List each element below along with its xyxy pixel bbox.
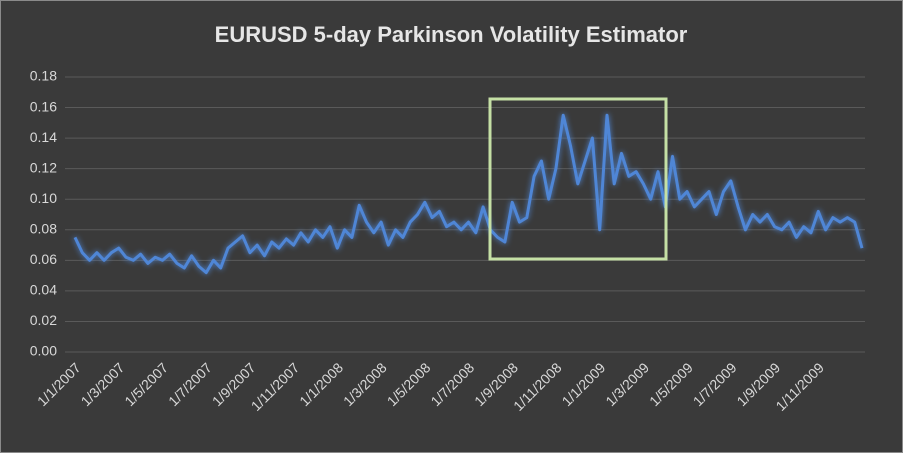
y-tick-label: 0.18	[30, 68, 57, 84]
y-tick-label: 0.08	[30, 220, 57, 236]
y-tick-label: 0.16	[30, 98, 57, 114]
series-line	[73, 113, 864, 275]
y-tick-label: 0.00	[30, 343, 57, 359]
y-tick-label: 0.10	[30, 190, 57, 206]
y-tick-label: 0.02	[30, 312, 57, 328]
y-tick-label: 0.04	[30, 282, 57, 298]
y-tick-label: 0.06	[30, 251, 57, 267]
chart-title: EURUSD 5-day Parkinson Volatility Estima…	[215, 22, 688, 47]
y-tick-label: 0.14	[30, 129, 57, 145]
highlight-box	[488, 97, 668, 261]
y-tick-label: 0.12	[30, 159, 57, 175]
